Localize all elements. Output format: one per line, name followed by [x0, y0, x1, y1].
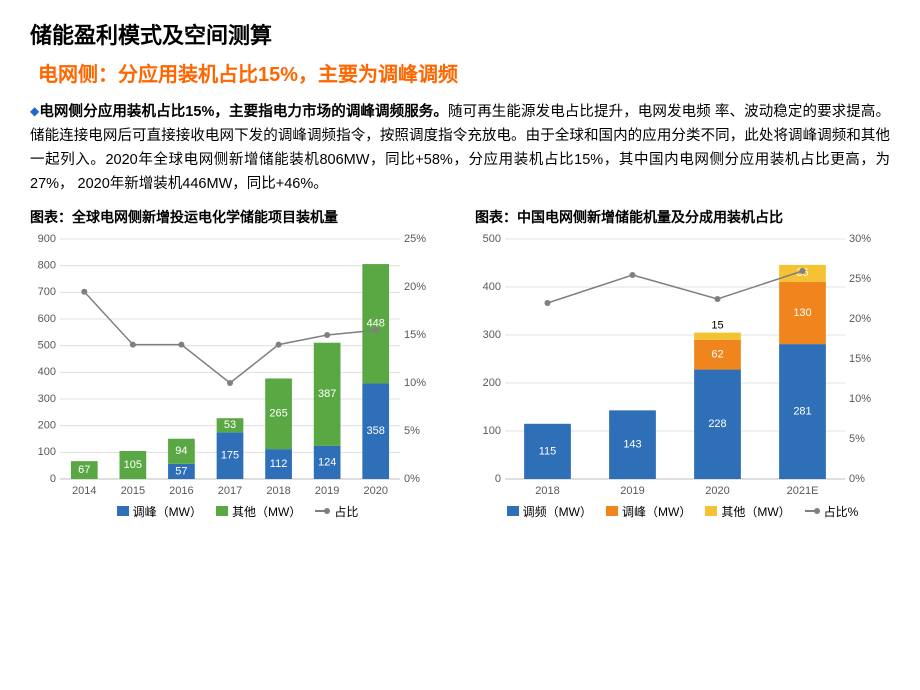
svg-text:358: 358: [367, 425, 385, 437]
svg-text:400: 400: [38, 366, 56, 378]
svg-text:500: 500: [38, 339, 56, 351]
svg-text:2016: 2016: [169, 485, 193, 497]
svg-text:0: 0: [495, 473, 501, 485]
svg-text:228: 228: [708, 418, 726, 430]
svg-text:2018: 2018: [266, 485, 290, 497]
chart-right-svg: 0 100 200 300 400 500 0% 5% 10% 15% 20% 25% 30% 115 14…: [475, 233, 875, 499]
svg-text:300: 300: [38, 393, 56, 405]
svg-text:2018: 2018: [535, 485, 559, 497]
svg-text:2021E: 2021E: [787, 485, 819, 497]
svg-text:800: 800: [38, 259, 56, 271]
svg-text:265: 265: [269, 407, 287, 419]
svg-text:124: 124: [318, 456, 336, 468]
svg-text:112: 112: [270, 458, 288, 470]
svg-text:5%: 5%: [404, 425, 420, 437]
svg-text:281: 281: [793, 405, 811, 417]
svg-text:67: 67: [78, 464, 90, 476]
chart-right-block: 图表：中国电网侧新增储能机量及分成用装机占比 01002003004005000…: [475, 207, 890, 520]
page-title: 储能盈利模式及空间测算: [30, 18, 890, 50]
svg-text:2019: 2019: [315, 485, 339, 497]
svg-text:94: 94: [175, 445, 187, 457]
svg-text:15: 15: [711, 319, 723, 331]
svg-text:10%: 10%: [404, 377, 426, 389]
svg-text:130: 130: [793, 307, 811, 319]
legend-item-line: 占比: [315, 503, 358, 520]
svg-text:30%: 30%: [849, 233, 871, 245]
svg-text:200: 200: [38, 419, 56, 431]
svg-text:200: 200: [483, 377, 501, 389]
svg-text:500: 500: [483, 233, 501, 245]
svg-text:0%: 0%: [404, 473, 420, 485]
svg-text:5%: 5%: [849, 433, 865, 445]
legend-item: 调频（MW）: [507, 503, 592, 520]
svg-text:100: 100: [483, 425, 501, 437]
svg-text:175: 175: [221, 449, 239, 461]
svg-text:2017: 2017: [218, 485, 242, 497]
svg-text:57: 57: [175, 465, 187, 477]
legend-item-line: 占比%: [805, 503, 859, 520]
svg-text:2015: 2015: [121, 485, 145, 497]
svg-text:2020: 2020: [705, 485, 729, 497]
svg-text:100: 100: [38, 446, 56, 458]
svg-text:2014: 2014: [72, 485, 96, 497]
svg-text:900: 900: [38, 233, 56, 245]
svg-text:25%: 25%: [849, 273, 871, 285]
svg-text:600: 600: [38, 313, 56, 325]
legend-item: 其他（MW）: [705, 503, 790, 520]
svg-text:105: 105: [124, 459, 142, 471]
svg-text:115: 115: [539, 445, 557, 457]
svg-text:62: 62: [711, 348, 723, 360]
svg-text:387: 387: [318, 388, 336, 400]
svg-text:400: 400: [483, 281, 501, 293]
legend-item: 调峰（MW）: [117, 503, 202, 520]
svg-text:2019: 2019: [620, 485, 644, 497]
svg-text:700: 700: [38, 286, 56, 298]
svg-text:15%: 15%: [849, 353, 871, 365]
svg-text:0: 0: [50, 473, 56, 485]
legend-item: 其他（MW）: [216, 503, 301, 520]
svg-text:143: 143: [623, 438, 641, 450]
body-paragraph: ◆电网侧分应用装机占比15%，主要指电力市场的调峰调频服务。随可再生能源发电占比…: [30, 101, 890, 197]
body-lead: 电网侧分应用装机占比15%，主要指电力市场的调峰调频服务。: [39, 104, 448, 120]
chart-right-title: 图表：中国电网侧新增储能机量及分成用装机占比: [475, 207, 890, 227]
page-subtitle: 电网侧：分应用装机占比15%，主要为调峰调频: [38, 58, 890, 87]
svg-text:300: 300: [483, 329, 501, 341]
svg-text:15%: 15%: [404, 329, 426, 341]
charts-row: 图表：全球电网侧新增投运电化学储能项目装机量 0 100 200 300 400 500 6…: [30, 207, 890, 520]
svg-text:20%: 20%: [404, 281, 426, 293]
legend-item: 调峰（MW）: [606, 503, 691, 520]
chart-right-legend: 调频（MW） 调峰（MW） 其他（MW） 占比%: [475, 503, 890, 520]
chart-left-svg: 0 100 200 300 400 500 600 700 800 900 0% 5% 10% 15% 20…: [30, 233, 430, 499]
svg-text:20%: 20%: [849, 313, 871, 325]
chart-left-legend: 调峰（MW） 其他（MW） 占比: [30, 503, 445, 520]
svg-text:10%: 10%: [849, 393, 871, 405]
svg-text:53: 53: [224, 419, 236, 431]
svg-text:2020: 2020: [363, 485, 387, 497]
chart-left-block: 图表：全球电网侧新增投运电化学储能项目装机量 0 100 200 300 400 500 6…: [30, 207, 445, 520]
bullet-diamond: ◆: [30, 104, 39, 118]
svg-text:25%: 25%: [404, 233, 426, 245]
chart-left-title: 图表：全球电网侧新增投运电化学储能项目装机量: [30, 207, 445, 227]
svg-text:0%: 0%: [849, 473, 865, 485]
